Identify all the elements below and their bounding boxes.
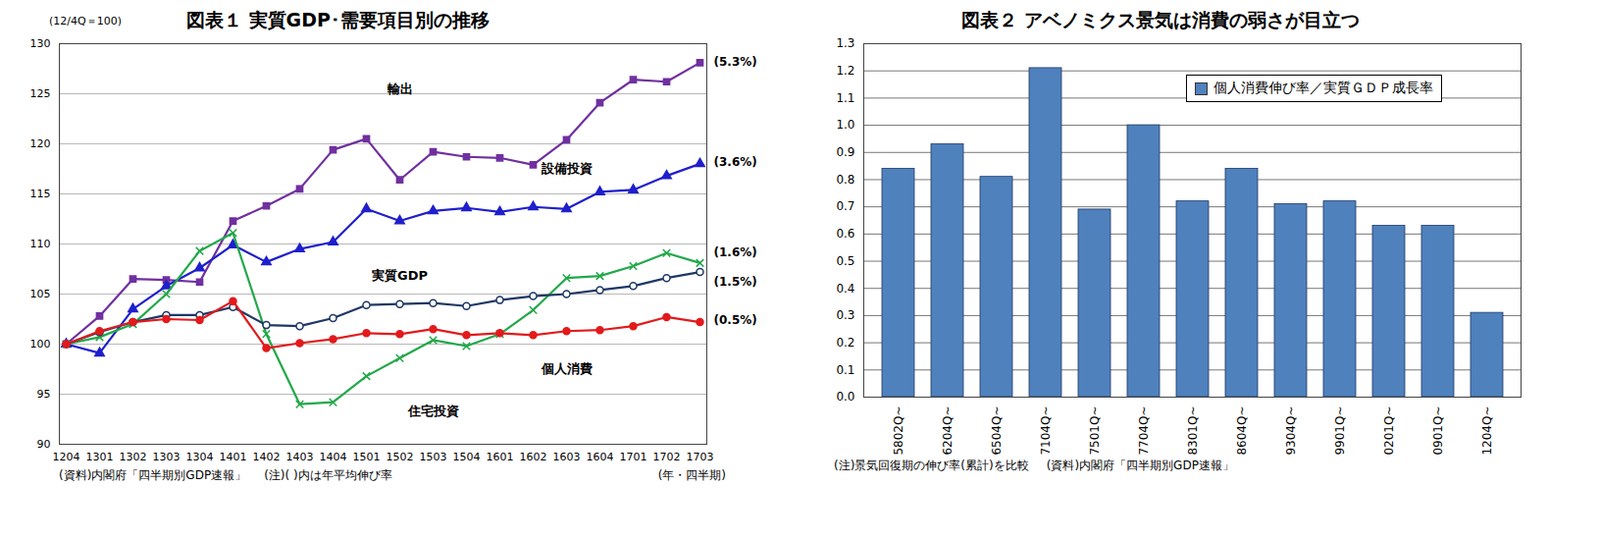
svg-text:(3.6%): (3.6%) — [714, 154, 758, 169]
svg-text:0.1: 0.1 — [835, 362, 855, 377]
svg-text:1303: 1303 — [153, 450, 181, 464]
html-text:個人消費伸び率／実質ＧＤＰ成長率: 個人消費伸び率／実質ＧＤＰ成長率 — [1213, 79, 1434, 96]
svg-text:個人消費: 個人消費 — [540, 361, 593, 376]
svg-text:1703: 1703 — [686, 450, 715, 464]
svg-text:(1.5%): (1.5%) — [714, 274, 758, 289]
svg-text:5802Q~: 5802Q~ — [891, 406, 906, 456]
svg-text:0.8: 0.8 — [835, 172, 855, 187]
svg-text:0201Q~: 0201Q~ — [1382, 406, 1396, 456]
svg-text:9304Q~: 9304Q~ — [1284, 406, 1298, 456]
svg-text:120: 120 — [30, 137, 52, 151]
svg-text:1604: 1604 — [586, 450, 615, 464]
svg-text:0.4: 0.4 — [835, 281, 855, 296]
svg-text:1302: 1302 — [119, 450, 148, 464]
svg-text:(1.6%): (1.6%) — [714, 245, 758, 259]
svg-text:0.6: 0.6 — [835, 226, 855, 241]
svg-text:8604Q~: 8604Q~ — [1235, 406, 1249, 456]
svg-text:90: 90 — [37, 437, 52, 451]
svg-text:1404: 1404 — [319, 450, 348, 464]
svg-text:1301: 1301 — [86, 450, 114, 464]
svg-text:0.0: 0.0 — [835, 389, 855, 404]
svg-text:(0.5%): (0.5%) — [714, 312, 758, 327]
svg-text:1204: 1204 — [52, 450, 81, 464]
svg-text:8301Q~: 8301Q~ — [1186, 406, 1200, 456]
svg-text:0.7: 0.7 — [835, 199, 855, 213]
svg-text:6204Q~: 6204Q~ — [940, 406, 955, 456]
svg-text:1304: 1304 — [186, 450, 214, 464]
svg-text:1503: 1503 — [419, 450, 448, 464]
svg-text:0.5: 0.5 — [835, 254, 855, 268]
svg-text:100: 100 — [30, 337, 52, 351]
svg-text:115: 115 — [30, 187, 52, 201]
svg-text:1.0: 1.0 — [835, 117, 855, 132]
svg-text:7501Q~: 7501Q~ — [1087, 406, 1102, 456]
svg-text:0.9: 0.9 — [835, 145, 855, 159]
html-text:図表２ アベノミクス景気は消費の弱さが目立つ: 図表２ アベノミクス景気は消費の弱さが目立つ — [961, 8, 1360, 31]
svg-text:実質GDP: 実質GDP — [370, 267, 428, 283]
svg-text:輸出: 輸出 — [386, 81, 413, 97]
svg-text:1603: 1603 — [553, 450, 581, 464]
svg-text:9901Q~: 9901Q~ — [1333, 406, 1347, 456]
html-text:(資料)内閣府「四半期別GDP速報」: (資料)内閣府「四半期別GDP速報」 — [58, 467, 247, 482]
svg-text:6504Q~: 6504Q~ — [989, 406, 1004, 456]
svg-text:1701: 1701 — [619, 450, 648, 464]
html-text:(年・四半期): (年・四半期) — [657, 467, 726, 482]
svg-text:110: 110 — [30, 237, 52, 251]
svg-text:(5.3%): (5.3%) — [714, 54, 758, 69]
svg-text:1702: 1702 — [653, 450, 681, 464]
svg-text:住宅投資: 住宅投資 — [407, 403, 460, 418]
svg-text:1401: 1401 — [219, 450, 248, 464]
svg-text:7704Q~: 7704Q~ — [1136, 406, 1151, 456]
svg-text:105: 105 — [30, 287, 52, 301]
html-text:(注)( )内は年平均伸び率: (注)( )内は年平均伸び率 — [263, 467, 393, 482]
html-text:(12/4Q＝100): (12/4Q＝100) — [49, 14, 122, 28]
svg-text:7104Q~: 7104Q~ — [1038, 406, 1053, 456]
svg-text:1504: 1504 — [453, 450, 481, 464]
svg-text:1602: 1602 — [519, 450, 548, 464]
svg-text:0901Q~: 0901Q~ — [1431, 406, 1446, 456]
svg-text:1402: 1402 — [253, 450, 281, 464]
svg-text:1403: 1403 — [286, 450, 314, 464]
svg-text:1.2: 1.2 — [835, 63, 855, 78]
svg-text:1.1: 1.1 — [835, 91, 855, 105]
svg-text:1204Q~: 1204Q~ — [1480, 406, 1495, 456]
svg-text:0.3: 0.3 — [835, 308, 855, 322]
svg-text:1502: 1502 — [386, 450, 414, 464]
svg-text:0.2: 0.2 — [835, 335, 855, 350]
svg-text:設備投資: 設備投資 — [540, 160, 593, 176]
html-text:(資料)内閣府「四半期別GDP速報」: (資料)内閣府「四半期別GDP速報」 — [1046, 458, 1234, 472]
svg-text:1601: 1601 — [486, 450, 515, 464]
svg-text:95: 95 — [37, 387, 52, 401]
html-text:図表１ 実質GDP･需要項目別の推移: 図表１ 実質GDP･需要項目別の推移 — [186, 8, 490, 31]
svg-text:1.3: 1.3 — [835, 36, 855, 51]
html-text:(注)景気回復期の伸び率(累計)を比較: (注)景気回復期の伸び率(累計)を比較 — [833, 458, 1029, 472]
svg-text:130: 130 — [30, 37, 52, 51]
svg-text:125: 125 — [30, 87, 52, 101]
svg-text:1501: 1501 — [353, 450, 381, 464]
